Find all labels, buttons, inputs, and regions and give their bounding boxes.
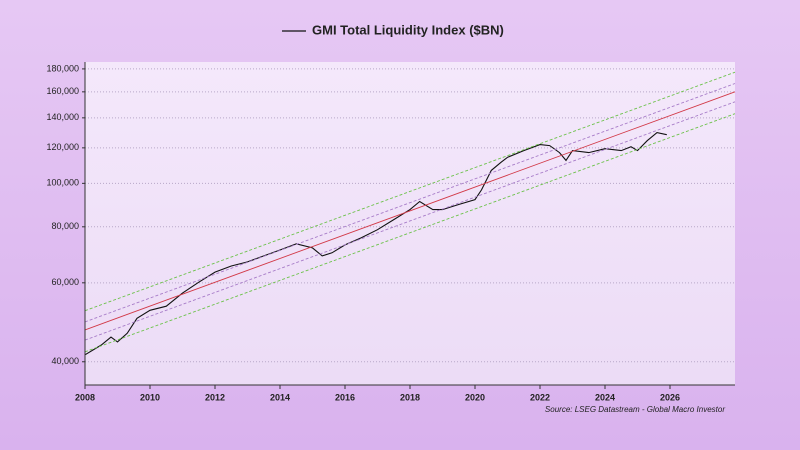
- x-tick-label: 2020: [465, 392, 485, 402]
- x-tick-label: 2008: [75, 392, 95, 402]
- trend-line: [84, 71, 736, 312]
- x-tick-label: 2012: [205, 392, 225, 402]
- source: Source: LSEG Datastream - Global Macro I…: [545, 405, 725, 414]
- x-tick-label: 2016: [335, 392, 355, 402]
- x-tick-label: 2024: [595, 392, 615, 402]
- x-tick-label: 2026: [660, 392, 680, 402]
- x-tick-label: 2010: [140, 392, 160, 402]
- grid: [85, 68, 735, 363]
- y-tick-label: 160,000: [46, 86, 79, 96]
- x-tick-label: 2018: [400, 392, 420, 402]
- trend-line: [84, 91, 736, 331]
- series-line: [84, 132, 667, 356]
- y-tick-label: 120,000: [46, 142, 79, 152]
- plot-area: [85, 62, 735, 385]
- trend-line: [84, 101, 736, 341]
- x-tick-label: 2014: [270, 392, 290, 402]
- x-tick-label: 2022: [530, 392, 550, 402]
- y-tick-label: 80,000: [51, 221, 79, 231]
- y-tick-label: 100,000: [46, 178, 79, 188]
- trend-line: [84, 83, 736, 323]
- y-tick-label: 60,000: [51, 277, 79, 287]
- y-tick-label: 140,000: [46, 112, 79, 122]
- legend-label: GMI Total Liquidity Index ($BN): [312, 22, 504, 37]
- y-tick-label: 180,000: [46, 63, 79, 73]
- trend-line: [84, 113, 736, 353]
- marks: [84, 71, 736, 356]
- y-tick-label: 40,000: [51, 356, 79, 366]
